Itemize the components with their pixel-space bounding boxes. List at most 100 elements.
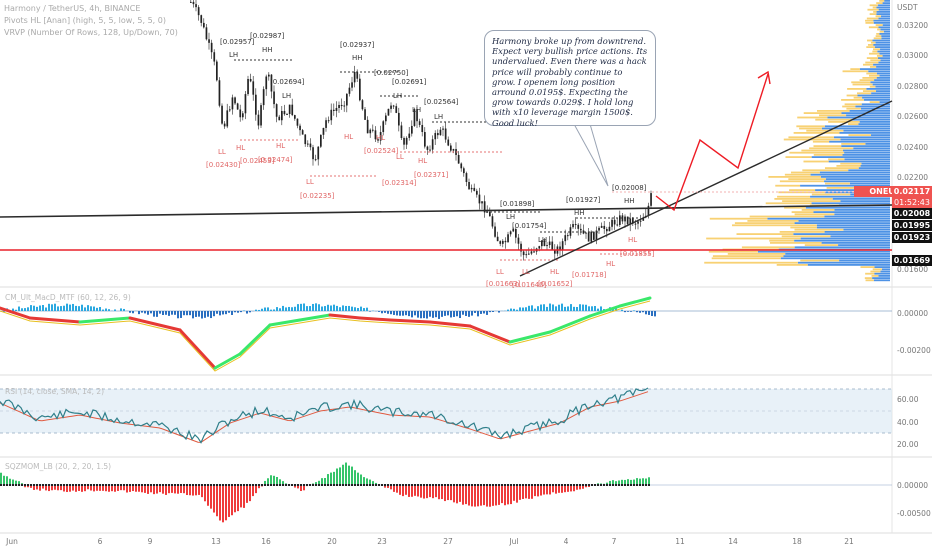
pivot-label: [0.01652] <box>538 280 573 288</box>
macd-histogram-bar <box>174 311 176 315</box>
macd-histogram-bar <box>42 304 44 311</box>
sqz-bar <box>216 485 218 517</box>
sqz-dot <box>585 484 587 486</box>
sqz-dot <box>435 484 437 486</box>
sqz-dot <box>567 484 569 486</box>
sqz-bar <box>225 485 227 521</box>
sqz-dot <box>204 484 206 486</box>
sqz-dot <box>51 484 53 486</box>
sqz-bar <box>342 464 344 485</box>
macd-histogram-bar <box>150 311 152 314</box>
sqz-bar <box>642 478 644 485</box>
volume-profile-row <box>708 250 890 253</box>
pivot-label: HL <box>550 268 559 276</box>
sqz-dot <box>537 484 539 486</box>
macd-histogram-bar <box>381 311 383 314</box>
macd-histogram-bar <box>219 311 221 316</box>
sqz-dot <box>213 484 215 486</box>
horizontal-trendline[interactable] <box>0 204 893 218</box>
sqz-bar <box>480 485 482 506</box>
sqz-bar <box>630 479 632 485</box>
sqz-bar <box>39 485 41 491</box>
pivot-label: [0.02453] <box>240 157 275 165</box>
macd-histogram-bar <box>138 311 140 315</box>
sqz-dot <box>465 484 467 486</box>
rsi-pane[interactable] <box>0 387 892 444</box>
volume-profile-row <box>867 39 890 42</box>
macd-histogram-bar <box>441 311 443 317</box>
candle <box>559 241 561 256</box>
sqz-dot <box>186 484 188 486</box>
candle <box>314 154 317 162</box>
candle <box>327 116 330 124</box>
sqz-dot <box>306 484 308 486</box>
macd-histogram-bar <box>210 311 212 319</box>
candle <box>234 96 236 105</box>
idea-note-callout[interactable]: Harmony broke up from downtrend. Expect … <box>484 30 656 128</box>
ascending-trendline[interactable] <box>519 100 893 277</box>
volume-profile <box>704 0 890 282</box>
sqz-dot <box>0 484 2 486</box>
candle <box>590 230 593 244</box>
sqz-dot <box>507 484 509 486</box>
sqz-bar <box>255 485 257 494</box>
macd-histogram-bar <box>483 311 485 314</box>
candle <box>460 162 463 172</box>
sqz-bar <box>51 485 53 491</box>
candle <box>265 74 268 96</box>
trend-lines[interactable] <box>0 100 893 277</box>
candle <box>348 83 351 97</box>
indicator-labels: CM_Ult_MacD_MTF (60, 12, 26, 9) RSI (14,… <box>5 293 931 518</box>
macd-histogram-bar <box>564 306 566 311</box>
pivot-label: [0.02235] <box>300 192 335 200</box>
sqz-bar <box>123 485 125 491</box>
sqz-dot <box>348 484 350 486</box>
projection-path[interactable] <box>655 70 771 212</box>
pivot-label: LH <box>506 213 515 221</box>
candle <box>491 213 494 229</box>
candle <box>270 74 273 99</box>
sqz-dot <box>9 484 11 486</box>
candle <box>535 247 538 255</box>
pivot-lines <box>234 59 650 261</box>
sqz-bar <box>258 485 260 489</box>
candle <box>208 32 210 50</box>
sqz-dot <box>156 484 158 486</box>
volume-profile-row <box>809 147 890 150</box>
sqz-bar <box>117 485 119 491</box>
pivot-label: HL <box>276 142 285 150</box>
price-marker: 0.01923 <box>892 232 932 243</box>
sqz-dot <box>609 484 611 486</box>
sqz-dot <box>405 484 407 486</box>
macd-histogram-bar <box>651 311 653 316</box>
macd-histogram-bar <box>354 307 356 311</box>
sqz-dot <box>417 484 419 486</box>
sqz-bar <box>558 485 560 493</box>
candle <box>309 138 312 151</box>
volume-profile-row <box>803 112 890 114</box>
macd-histogram-bar <box>600 306 602 311</box>
squeeze-momentum-pane[interactable] <box>0 462 892 523</box>
pivot-label: [0.02987] <box>250 32 285 40</box>
macd-pane[interactable] <box>0 296 892 372</box>
sqz-bar <box>432 485 434 499</box>
sqz-bar <box>15 480 17 485</box>
time-axis[interactable]: Jun 6 9 13 16 20 23 27 Jul 4 7 11 14 18 21 <box>5 537 854 546</box>
price-axis[interactable]: USDT 0.03200 0.03000 0.02800 0.02600 0.0… <box>897 3 928 274</box>
volume-profile-row <box>800 259 890 262</box>
volume-profile-row <box>840 162 890 165</box>
volume-profile-row <box>803 160 890 163</box>
sqz-dot <box>603 484 605 486</box>
candle <box>595 226 598 245</box>
volume-profile-row <box>866 57 890 59</box>
sqz-dot <box>258 484 260 486</box>
macd-histogram-bar <box>93 306 95 311</box>
volume-profile-row <box>842 105 890 108</box>
candle <box>603 220 606 234</box>
sqz-bar <box>624 479 626 485</box>
sqz-bar <box>111 485 113 492</box>
macd-histogram-bar <box>288 306 290 311</box>
candle <box>320 134 322 148</box>
sqz-dot <box>579 484 581 486</box>
